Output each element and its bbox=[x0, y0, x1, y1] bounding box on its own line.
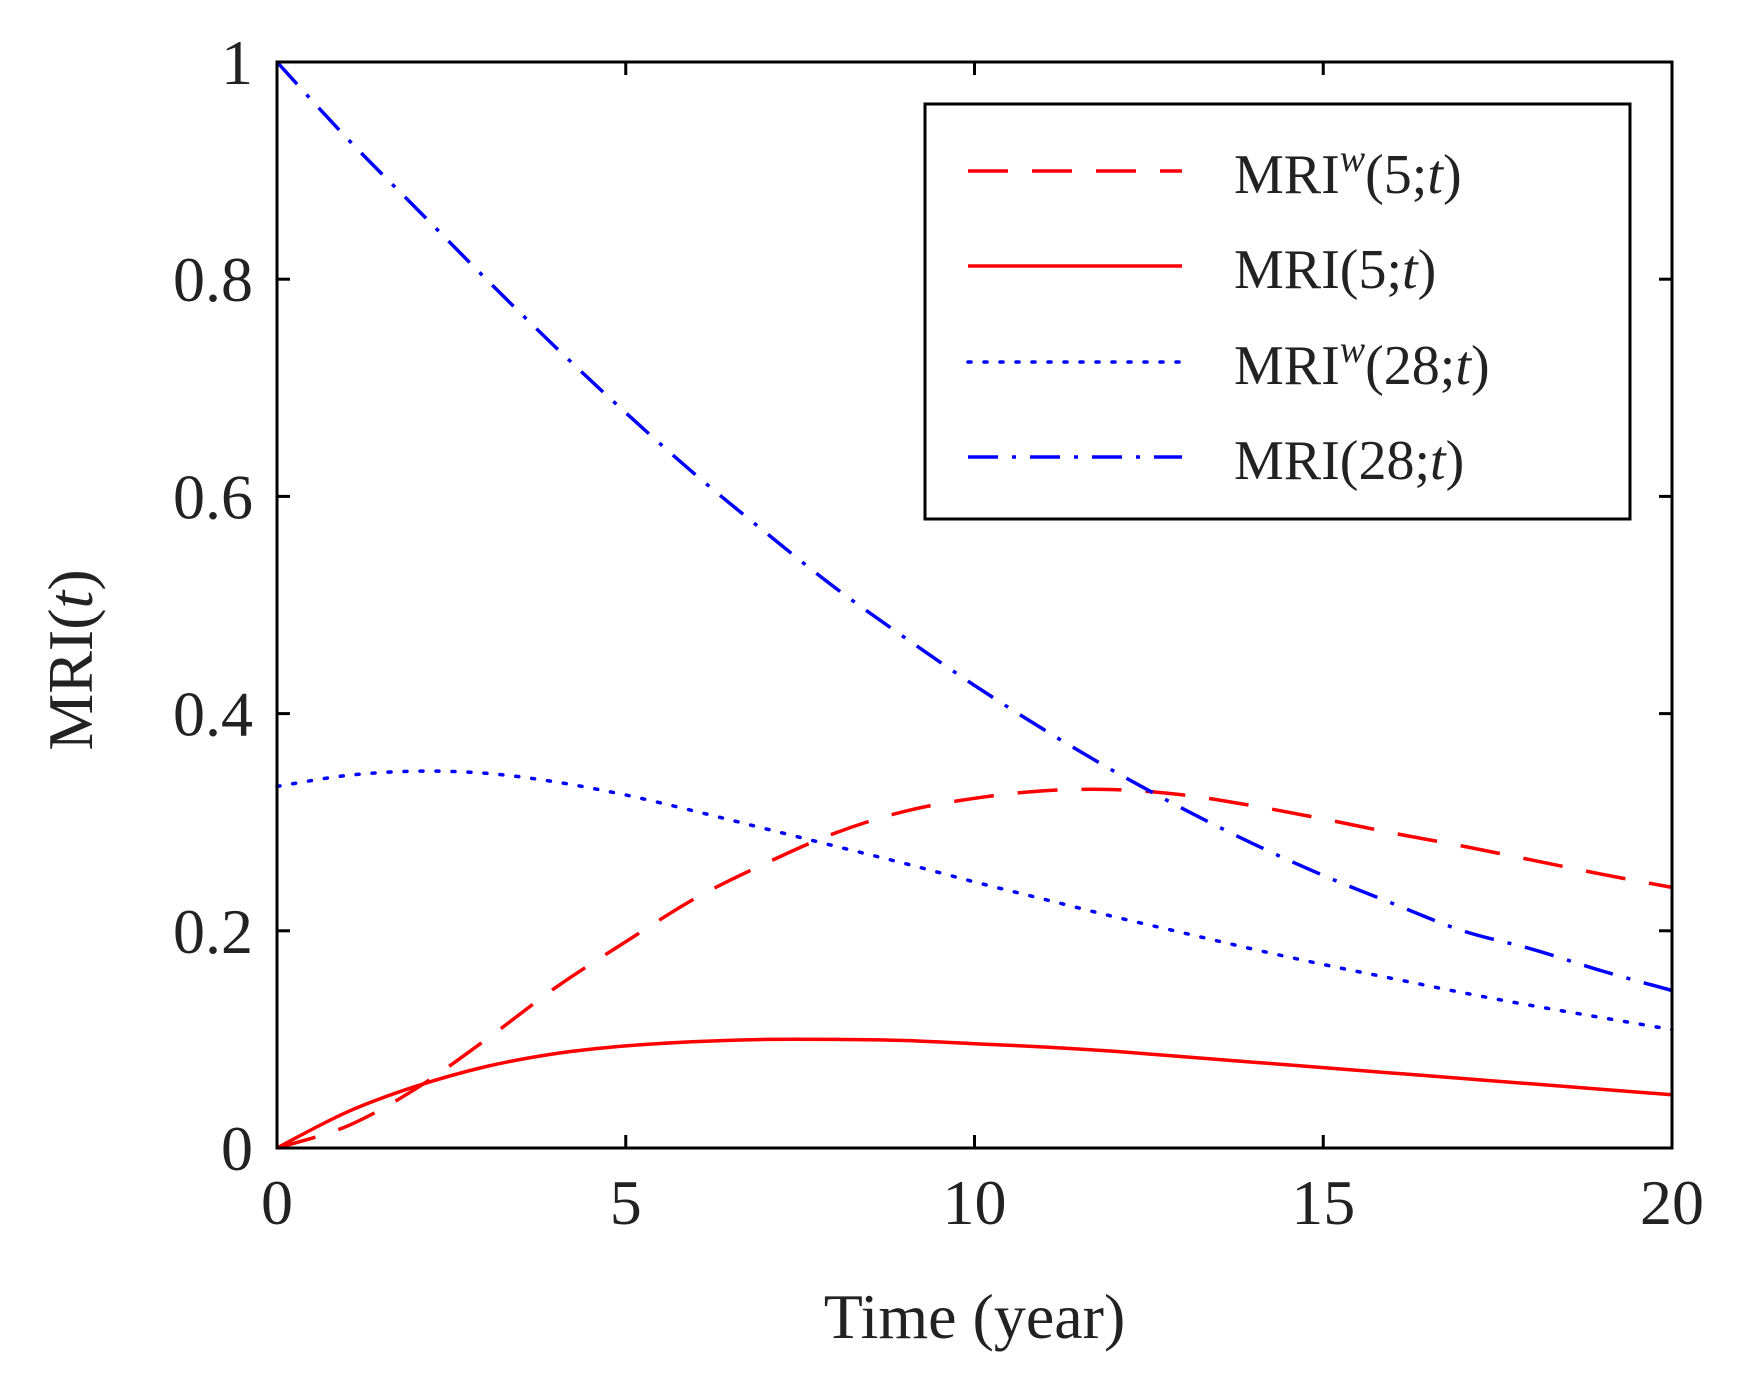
legend-label-2: MRI(5;t) bbox=[1234, 239, 1436, 301]
y-tick-label: 0 bbox=[221, 1113, 253, 1184]
y-tick-label: 0.6 bbox=[173, 461, 253, 532]
y-tick-label: 0.8 bbox=[173, 244, 253, 315]
x-tick-label: 5 bbox=[610, 1167, 642, 1238]
legend-label-4: MRI(28;t) bbox=[1234, 430, 1464, 492]
legend-label-1: MRIw(5;t) bbox=[1234, 138, 1462, 206]
legend-box bbox=[923, 102, 1632, 521]
y-axis-title-prefix: MRI( bbox=[35, 608, 106, 750]
y-tick-label: 1 bbox=[221, 27, 253, 98]
legend-label-3: MRIw(28;t) bbox=[1234, 329, 1490, 397]
x-tick-label: 10 bbox=[943, 1167, 1007, 1238]
y-axis-title: MRI(t) bbox=[35, 569, 106, 750]
x-axis-title: Time (year) bbox=[824, 1281, 1126, 1352]
x-tick-label: 15 bbox=[1291, 1167, 1355, 1238]
series-line-4 bbox=[275, 60, 1673, 993]
y-tick-label: 0.4 bbox=[173, 679, 253, 750]
y-tick-label: 0.2 bbox=[173, 896, 253, 967]
legend: MRIw(5;t) MRI(5;t) MRIw(28;t) MRI(28;t) bbox=[923, 102, 1632, 521]
tick-layer: 0 5 10 15 20 0 0.2 0.4 0.6 0.8 1 bbox=[173, 27, 1704, 1238]
series-layer bbox=[275, 60, 1674, 1150]
series-line-2 bbox=[276, 1037, 1673, 1150]
y-axis-title-var: t bbox=[35, 588, 106, 608]
y-axis-title-suffix: ) bbox=[35, 569, 106, 590]
x-tick-label: 20 bbox=[1640, 1167, 1704, 1238]
x-tick-label: 0 bbox=[261, 1167, 293, 1238]
series-line-1 bbox=[276, 787, 1673, 1150]
